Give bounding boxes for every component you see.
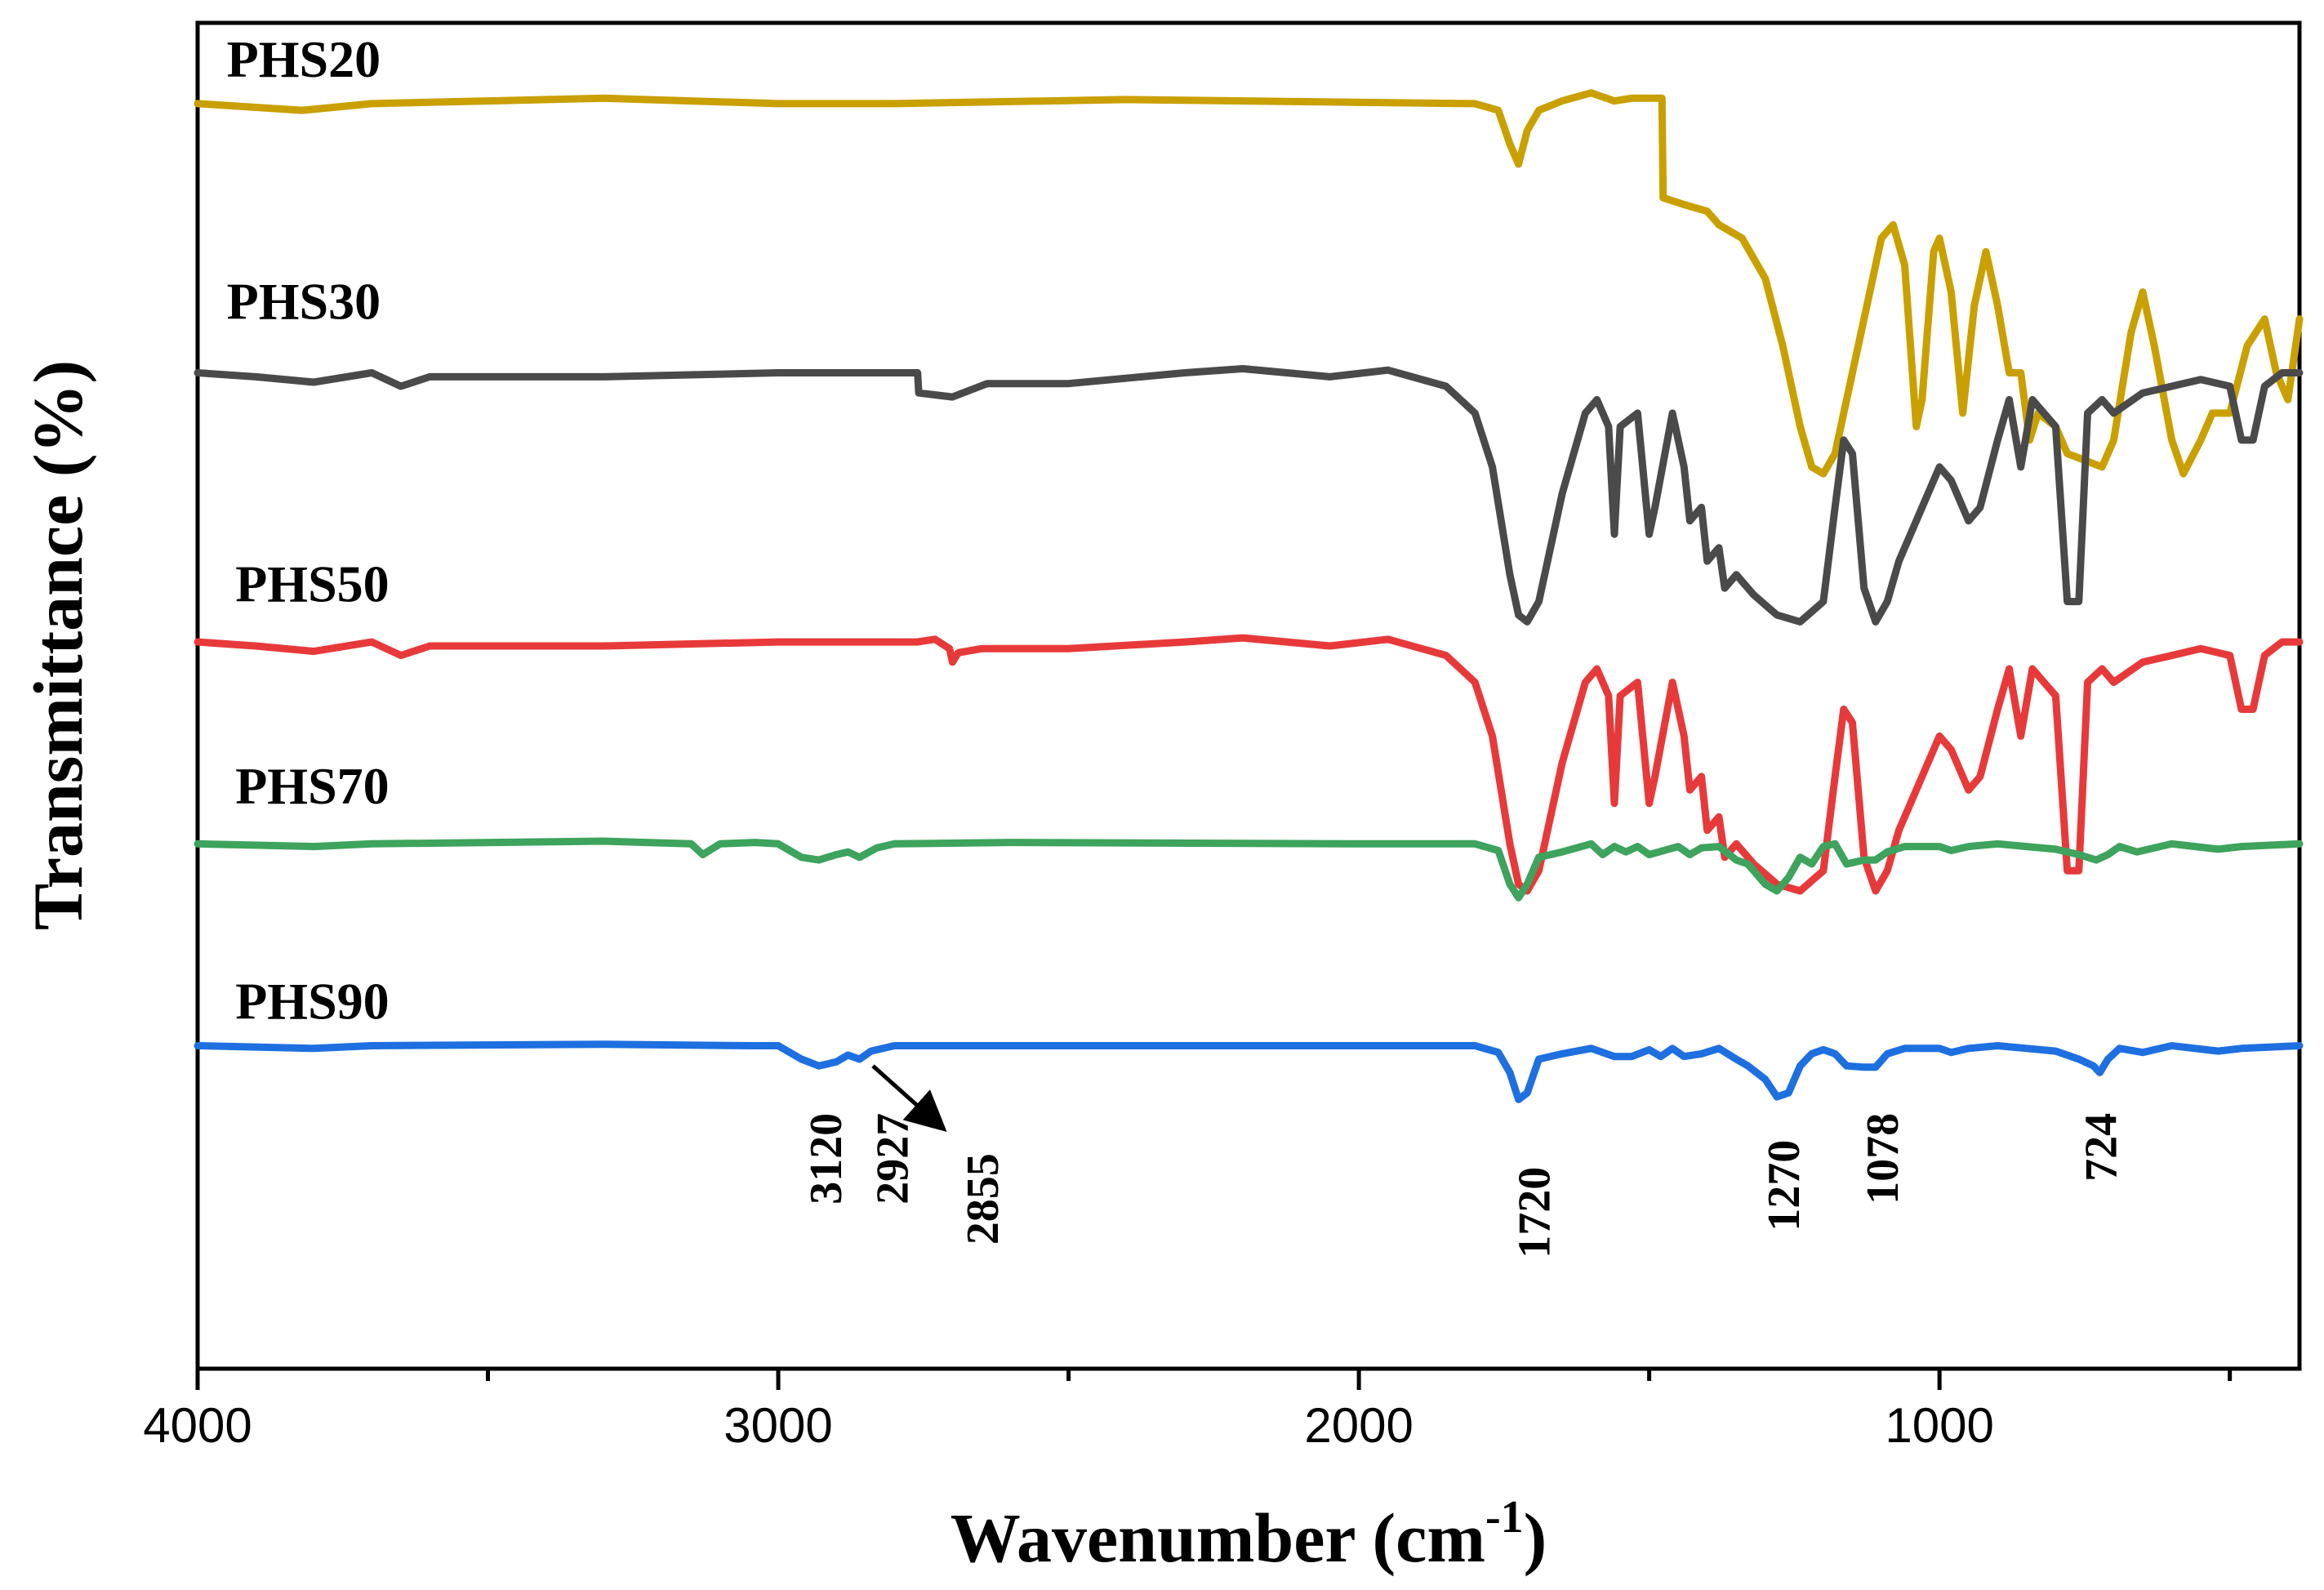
- series-line-phs50: [194, 634, 2304, 895]
- peak-label-1270: 1270: [1759, 1140, 1810, 1231]
- peak-label-3120: 3120: [801, 1113, 852, 1205]
- series-group: [194, 89, 2304, 1103]
- series-label-phs20: PHS20: [227, 30, 381, 88]
- x-tick-label-4000: 4000: [143, 1398, 252, 1453]
- x-tick-label-1000: 1000: [1885, 1398, 1993, 1453]
- plot-frame: [195, 20, 2302, 1371]
- peak-label-2855: 2855: [958, 1153, 1008, 1245]
- peak-label-1078: 1078: [1858, 1113, 1908, 1205]
- x-axis-title-sup: -1: [1485, 1492, 1524, 1543]
- series-line-phs20: [194, 89, 2304, 478]
- peak-label-2927: 2927: [868, 1113, 919, 1205]
- peak-label-1720: 1720: [1509, 1167, 1560, 1258]
- annotation-arrow: [871, 1064, 947, 1133]
- x-tick-label-2000: 2000: [1304, 1398, 1413, 1453]
- series-line-phs90: [194, 1040, 2304, 1103]
- peak-label-724: 724: [2076, 1113, 2126, 1182]
- series-line-phs30: [194, 365, 2304, 626]
- x-axis-ticks: 4000 3000 2000 1000: [143, 1369, 2233, 1453]
- x-axis-title: Wavenumber (cm-1): [951, 1492, 1547, 1577]
- peak-annotations: 3120 2927 2855 1720 1270 1078 724: [801, 1064, 2126, 1258]
- series-label-phs90: PHS90: [235, 973, 389, 1031]
- series-label-phs30: PHS30: [227, 273, 381, 331]
- x-tick-label-3000: 3000: [723, 1398, 832, 1453]
- y-axis-title: Transmittance (%): [19, 360, 97, 930]
- series-label-phs70: PHS70: [235, 757, 389, 815]
- series-label-phs50: PHS50: [235, 555, 389, 613]
- x-axis-title-main: Wavenumber (cm: [951, 1499, 1485, 1577]
- x-axis-title-close: ): [1524, 1499, 1547, 1577]
- series-labels: PHS20 PHS30 PHS50 PHS70 PHS90: [227, 30, 390, 1031]
- series-line-phs70: [194, 837, 2304, 902]
